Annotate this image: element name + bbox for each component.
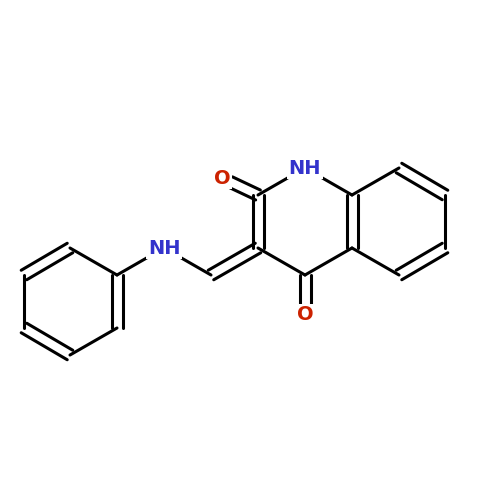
Text: NH: NH [148,238,180,258]
Text: O: O [214,168,230,188]
Text: O: O [296,306,314,324]
Text: NH: NH [289,158,321,178]
